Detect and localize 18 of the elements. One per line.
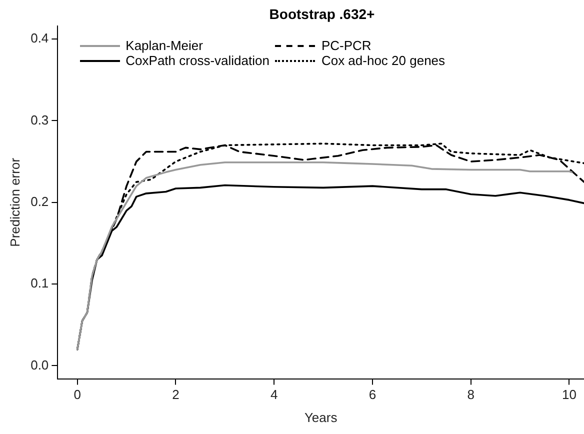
legend-label: CoxPath cross-validation — [126, 53, 270, 68]
y-tick-label: 0.3 — [30, 112, 49, 128]
y-tick-label: 0.2 — [30, 194, 49, 209]
y-tick-label: 0.1 — [30, 276, 49, 291]
y-tick-label: 0.0 — [30, 357, 49, 372]
legend-label: Cox ad-hoc 20 genes — [321, 53, 446, 68]
x-tick-label: 10 — [562, 387, 576, 402]
x-tick-label: 4 — [270, 387, 278, 402]
x-tick-label: 8 — [467, 387, 474, 402]
legend-label: Kaplan-Meier — [126, 38, 203, 53]
x-axis-title: Years — [304, 410, 338, 425]
y-tick-label: 0.4 — [30, 30, 49, 46]
x-tick-label: 0 — [74, 387, 81, 402]
x-tick-label: 2 — [172, 387, 180, 402]
x-tick-label: 6 — [368, 387, 376, 402]
legend-label: PC-PCR — [321, 38, 372, 53]
chart-title: Bootstrap .632+ — [268, 6, 376, 22]
y-axis-title: Prediction error — [7, 157, 22, 247]
